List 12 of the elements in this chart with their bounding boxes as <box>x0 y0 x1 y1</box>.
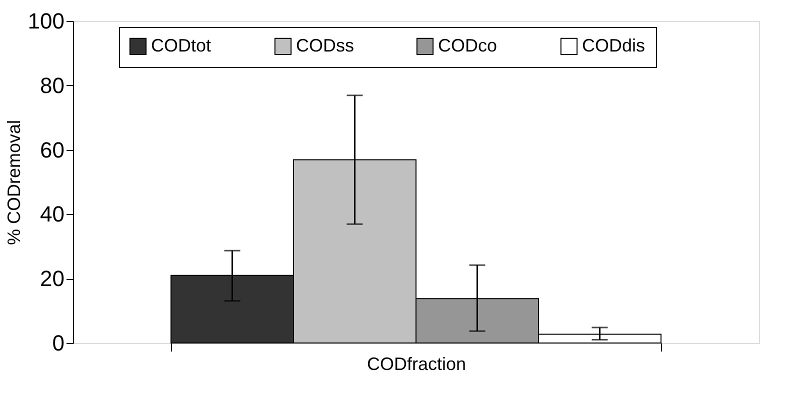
y-tick-label: 100 <box>28 8 64 34</box>
y-tick-label: 20 <box>40 266 64 292</box>
x-axis-title: CODfraction <box>366 354 466 374</box>
legend-label: CODtot <box>151 35 212 56</box>
y-tick-label: 40 <box>40 202 64 227</box>
legend-label: CODss <box>296 35 354 56</box>
y-tick-label: 80 <box>40 72 64 98</box>
legend-label: CODco <box>438 35 498 56</box>
y-tick-label: 0 <box>52 330 64 356</box>
legend-label: CODdis <box>582 35 646 56</box>
y-tick-label: 60 <box>40 137 64 162</box>
y-axis-title: % CODremoval <box>4 120 24 246</box>
